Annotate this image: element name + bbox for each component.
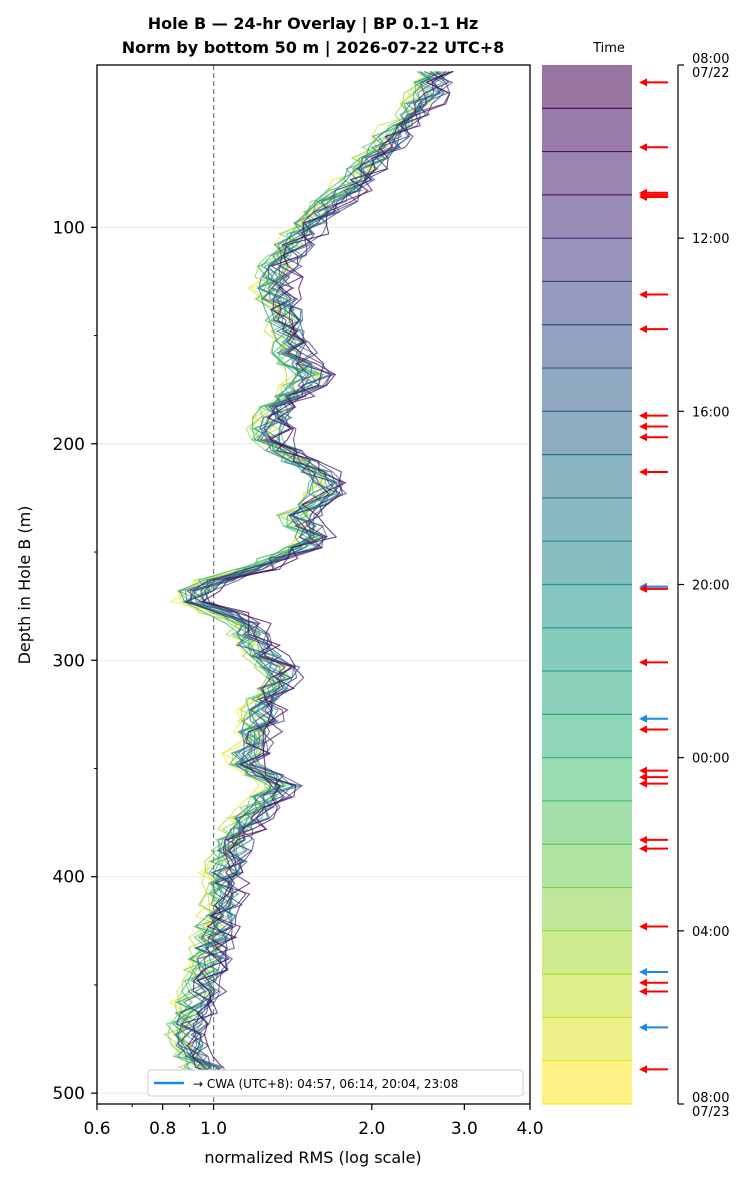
- x-tick-label: 1.0: [200, 1119, 227, 1139]
- event-marker-head: [639, 143, 647, 152]
- colorbar-band: [542, 65, 632, 109]
- time-tick-label: 16:00: [692, 405, 729, 420]
- time-tick-label: 00:00: [692, 752, 729, 767]
- colorbar-band: [542, 800, 632, 845]
- colorbar-band: [542, 411, 632, 455]
- colorbar-band: [542, 1017, 632, 1061]
- y-axis-label: Depth in Hole B (m): [15, 506, 34, 665]
- event-marker-head: [639, 193, 647, 202]
- colorbar-band: [542, 930, 632, 975]
- event-marker-head: [639, 1023, 647, 1032]
- event-marker-head: [639, 967, 647, 976]
- colorbar-band: [542, 454, 632, 498]
- colorbar-band: [542, 194, 632, 239]
- colorbar-band: [542, 757, 632, 801]
- event-marker-head: [639, 411, 647, 420]
- time-tick-date: 07/23: [692, 1105, 729, 1120]
- event-marker-head: [639, 779, 647, 788]
- event-marker-head: [639, 78, 647, 87]
- time-tick-label: 04:00: [692, 925, 729, 940]
- x-tick-label: 0.6: [83, 1119, 110, 1139]
- y-tick-label: 100: [53, 218, 85, 238]
- colorbar-band: [542, 844, 632, 888]
- event-marker-head: [639, 978, 647, 987]
- x-axis-label: normalized RMS (log scale): [204, 1148, 421, 1167]
- colorbar-band: [542, 368, 632, 412]
- event-marker-head: [639, 658, 647, 667]
- colorbar: Time 08:0007/2212:0016:0020:0000:0004:00…: [542, 41, 729, 1120]
- event-marker-head: [639, 844, 647, 853]
- chart-subtitle: Norm by bottom 50 m | 2026-07-22 UTC+8: [122, 38, 505, 58]
- x-tick-label: 0.8: [149, 1119, 176, 1139]
- event-marker-head: [639, 714, 647, 723]
- colorbar-band: [542, 151, 632, 195]
- plot-area: 0.6 0.8 1.0 2.0 3.0 4.0 100 200 300 400 500: [53, 64, 544, 1139]
- legend-entry: → CWA (UTC+8): 04:57, 06:14, 20:04, 23:0…: [193, 1077, 458, 1091]
- colorbar-band: [542, 1060, 632, 1104]
- colorbar-band: [542, 324, 632, 369]
- x-axis-ticks: 0.6 0.8 1.0 2.0 3.0 4.0: [83, 1104, 544, 1139]
- colorbar-band: [542, 541, 632, 585]
- event-marker-head: [639, 1065, 647, 1074]
- colorbar-band: [542, 974, 632, 1018]
- time-tick-label: 08:00: [692, 52, 729, 67]
- event-marker-head: [639, 922, 647, 931]
- event-marker-head: [639, 835, 647, 844]
- event-marker-head: [639, 422, 647, 431]
- time-tick-label: 08:00: [692, 1091, 729, 1106]
- event-markers: [639, 78, 668, 1074]
- time-axis-ticks: 08:0007/2212:0016:0020:0000:0004:0008:00…: [678, 52, 729, 1120]
- y-tick-label: 400: [53, 868, 85, 888]
- colorbar-band: [542, 671, 632, 715]
- chart-title: Hole B — 24-hr Overlay | BP 0.1–1 Hz: [148, 14, 479, 34]
- colorbar-band: [542, 887, 632, 931]
- y-tick-label: 300: [53, 651, 85, 671]
- time-tick-date: 07/22: [692, 66, 729, 81]
- event-marker-head: [639, 766, 647, 775]
- colorbar-band: [542, 108, 632, 152]
- colorbar-band: [542, 281, 632, 325]
- series-line: [195, 70, 454, 1079]
- colorbar-bands: [542, 65, 632, 1105]
- event-marker-head: [639, 467, 647, 476]
- time-tick-label: 12:00: [692, 232, 729, 247]
- x-tick-label: 2.0: [358, 1119, 385, 1139]
- plot-frame: [96, 64, 531, 1105]
- event-marker-head: [639, 773, 647, 782]
- event-marker-head: [639, 433, 647, 442]
- colorbar-band: [542, 714, 632, 758]
- y-tick-label: 200: [53, 435, 85, 455]
- series-line: [171, 71, 432, 1079]
- series-lines: [163, 70, 454, 1079]
- event-marker-head: [639, 987, 647, 996]
- y-axis-ticks: 100 200 300 400 500: [53, 218, 97, 1104]
- grid-lines: [97, 226, 530, 1094]
- event-marker-head: [639, 290, 647, 299]
- y-tick-label: 500: [53, 1084, 85, 1104]
- x-tick-label: 4.0: [516, 1119, 543, 1139]
- time-tick-label: 20:00: [692, 579, 729, 594]
- event-marker-head: [639, 325, 647, 334]
- event-marker-head: [639, 584, 647, 593]
- colorbar-label: Time: [592, 41, 625, 56]
- colorbar-band: [542, 497, 632, 542]
- colorbar-band: [542, 238, 632, 282]
- x-tick-label: 3.0: [451, 1119, 478, 1139]
- legend-box: [147, 1069, 524, 1097]
- colorbar-band: [542, 627, 632, 672]
- colorbar-band: [542, 584, 632, 628]
- event-marker-head: [639, 725, 647, 734]
- legend: → CWA (UTC+8): 04:57, 06:14, 20:04, 23:0…: [147, 1069, 524, 1097]
